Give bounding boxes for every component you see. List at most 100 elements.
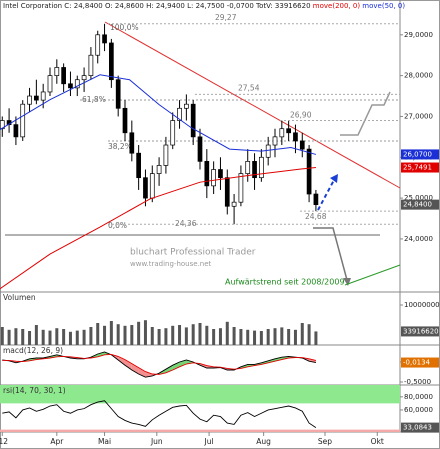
x-tick-label: Sep	[318, 437, 332, 446]
volume-bar	[21, 329, 25, 345]
volume-bar	[75, 330, 79, 345]
value-label: 33916620	[403, 327, 439, 335]
level-label: 24,36	[175, 219, 197, 228]
arrow-head	[330, 174, 338, 183]
volume-bar	[55, 328, 59, 345]
candle-body	[279, 128, 285, 138]
overbought-band	[0, 385, 400, 404]
candle-body	[184, 103, 189, 109]
candle-body	[190, 103, 196, 138]
arrow-head	[343, 278, 351, 286]
volume-bar	[259, 331, 263, 345]
candle-body	[306, 148, 312, 195]
volume-bar	[273, 328, 277, 345]
volume-bar	[293, 329, 297, 345]
title-text: Intel Corporation C: 24,8400 O: 24,8600 …	[3, 2, 311, 10]
candle-body	[115, 79, 121, 109]
volume-bar	[184, 327, 188, 345]
macd-fill	[268, 358, 275, 363]
volume-bar	[164, 328, 168, 345]
moving-average	[0, 167, 316, 290]
candle-body	[286, 128, 291, 134]
panel-title: rsi(14, 70, 30, 1)	[3, 386, 66, 395]
y-tick-label: 80,0000	[404, 393, 433, 401]
candle-body	[68, 83, 73, 89]
indicator-line	[2, 353, 317, 375]
volume-bar	[130, 325, 134, 345]
volume-bar	[232, 327, 236, 345]
volume-bar	[314, 331, 318, 345]
value-box	[401, 357, 439, 368]
candle-body	[197, 136, 203, 162]
moving-average	[0, 74, 317, 155]
volume-bar	[68, 331, 72, 345]
candle-body	[299, 140, 305, 150]
candle-body	[27, 95, 32, 105]
volume-bar	[225, 321, 229, 345]
macd-fill	[145, 371, 153, 378]
macd-fill	[309, 358, 316, 363]
volume-bar	[62, 329, 66, 345]
candle-body	[156, 165, 162, 174]
macd-fill	[125, 359, 132, 370]
candle-body	[61, 67, 66, 85]
forecast-arrow	[313, 227, 348, 281]
volume-bar	[266, 329, 270, 345]
legend-entry: move(200, 0)	[313, 2, 361, 10]
candle-body	[238, 173, 244, 203]
forecast-arrow	[317, 179, 335, 211]
volume-bar	[103, 325, 107, 345]
candle-body	[163, 144, 169, 166]
candle-body	[149, 173, 155, 199]
candle-body	[54, 67, 60, 76]
volume-bar	[48, 330, 52, 345]
x-tick-label: '12	[0, 437, 8, 446]
volume-bar	[287, 329, 291, 345]
candle-body	[34, 95, 39, 101]
volume-bar	[198, 323, 202, 345]
chart-title: Intel Corporation C: 24,8400 O: 24,8600 …	[3, 2, 405, 10]
volume-bar	[205, 325, 209, 345]
candle-body	[313, 193, 319, 205]
value-label: 25,7491	[403, 164, 432, 172]
candle-body	[102, 34, 107, 44]
volume-bar	[239, 329, 243, 345]
value-box	[401, 162, 439, 173]
level-label: 24,68	[305, 212, 327, 221]
y-tick-label: 29,0000	[404, 31, 433, 39]
volume-bar	[96, 323, 100, 345]
y-tick-label: 25,0000	[404, 194, 433, 202]
trend-note: Aufwärtstrend seit 2008/2009	[225, 278, 345, 287]
level-label: 26,90	[290, 111, 312, 120]
level-label: 29,27	[215, 13, 237, 22]
macd-fill	[275, 357, 282, 362]
candle-body	[272, 136, 278, 146]
candle-body	[136, 152, 141, 179]
y-tick-label: 27,0000	[404, 112, 433, 120]
candle-body	[20, 103, 26, 138]
candle-body	[109, 42, 114, 81]
candle-body	[259, 156, 264, 179]
uptrend-line	[344, 264, 401, 286]
candle-body	[293, 132, 298, 142]
candle-body	[218, 169, 223, 179]
candle-body	[231, 201, 237, 207]
volume-bar	[28, 331, 32, 345]
candle-body	[95, 34, 101, 56]
value-box	[401, 422, 439, 433]
oversold-band	[0, 429, 400, 432]
macd-fill	[97, 352, 105, 357]
value-box	[401, 199, 439, 210]
macd-fill	[131, 363, 139, 374]
volume-bar	[157, 329, 161, 345]
trend-line	[104, 21, 401, 189]
volume-bar	[212, 329, 216, 345]
fib-label: 100,0%	[110, 23, 139, 32]
x-tick-label: Okt	[371, 437, 384, 446]
level-label: 27,54	[238, 83, 260, 92]
volume-bar	[300, 323, 304, 345]
value-label: 24,8400	[403, 201, 432, 209]
volume-bar	[7, 329, 11, 345]
